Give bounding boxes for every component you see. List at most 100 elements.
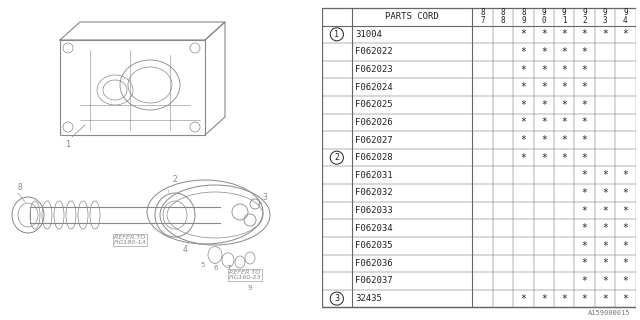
Text: *: *: [602, 223, 608, 233]
Text: *: *: [582, 205, 588, 215]
Text: *: *: [582, 258, 588, 268]
Text: *: *: [561, 47, 567, 57]
Text: *: *: [622, 170, 628, 180]
Text: *: *: [520, 29, 526, 39]
Text: F062037: F062037: [355, 276, 393, 285]
Text: *: *: [602, 258, 608, 268]
Text: *: *: [622, 258, 628, 268]
Text: *: *: [561, 135, 567, 145]
Text: 1: 1: [334, 30, 339, 39]
Text: 32435: 32435: [355, 294, 382, 303]
Text: *: *: [561, 29, 567, 39]
Text: *: *: [561, 153, 567, 163]
Text: *: *: [561, 82, 567, 92]
Text: A159000015: A159000015: [588, 310, 630, 316]
Text: 5: 5: [200, 262, 204, 268]
Bar: [60, 40, 205, 135]
Text: *: *: [520, 82, 526, 92]
Text: 9
2: 9 2: [582, 8, 587, 25]
Text: *: *: [541, 117, 547, 127]
Text: *: *: [582, 294, 588, 304]
Text: *: *: [520, 117, 526, 127]
Text: *: *: [622, 205, 628, 215]
Text: 2: 2: [334, 153, 339, 162]
Text: *: *: [602, 241, 608, 251]
Text: *: *: [520, 153, 526, 163]
Text: *: *: [582, 153, 588, 163]
Text: *: *: [561, 117, 567, 127]
Text: *: *: [582, 82, 588, 92]
Text: 2: 2: [173, 175, 177, 184]
Text: F062022: F062022: [355, 47, 393, 56]
Text: PARTS CORD: PARTS CORD: [385, 12, 439, 21]
Text: F062036: F062036: [355, 259, 393, 268]
Text: *: *: [582, 135, 588, 145]
Text: F062034: F062034: [355, 224, 393, 233]
Text: F062032: F062032: [355, 188, 393, 197]
Text: *: *: [561, 65, 567, 75]
Text: *: *: [582, 117, 588, 127]
Text: *: *: [541, 153, 547, 163]
Text: F062031: F062031: [355, 171, 393, 180]
Text: *: *: [582, 47, 588, 57]
Text: 8: 8: [18, 183, 22, 192]
Text: 8
8: 8 8: [500, 8, 506, 25]
Text: *: *: [582, 241, 588, 251]
Text: *: *: [541, 294, 547, 304]
Text: *: *: [622, 29, 628, 39]
Text: F062024: F062024: [355, 83, 393, 92]
Text: *: *: [602, 205, 608, 215]
Text: 8
9: 8 9: [521, 8, 525, 25]
Text: *: *: [602, 276, 608, 286]
Text: REFER TO
FIG180-1A: REFER TO FIG180-1A: [113, 235, 147, 245]
Text: 1: 1: [65, 140, 70, 149]
Text: *: *: [541, 65, 547, 75]
Text: F062033: F062033: [355, 206, 393, 215]
Text: *: *: [520, 135, 526, 145]
Text: 9
0: 9 0: [541, 8, 546, 25]
Text: *: *: [561, 294, 567, 304]
Text: F062023: F062023: [355, 65, 393, 74]
Text: *: *: [582, 223, 588, 233]
Text: F062025: F062025: [355, 100, 393, 109]
Text: *: *: [602, 29, 608, 39]
Text: 9
3: 9 3: [603, 8, 607, 25]
Text: *: *: [602, 294, 608, 304]
Text: *: *: [520, 47, 526, 57]
Text: *: *: [582, 170, 588, 180]
Text: 31004: 31004: [355, 30, 382, 39]
Text: *: *: [602, 188, 608, 198]
Text: *: *: [541, 100, 547, 110]
Text: 9
1: 9 1: [562, 8, 566, 25]
Text: 4: 4: [182, 245, 188, 254]
Text: *: *: [582, 100, 588, 110]
Text: *: *: [622, 223, 628, 233]
Text: 7: 7: [226, 265, 230, 271]
Text: *: *: [541, 135, 547, 145]
Text: REFER TO
FIG160-23: REFER TO FIG160-23: [228, 269, 261, 280]
Text: 8
7: 8 7: [481, 8, 485, 25]
Text: *: *: [582, 65, 588, 75]
Text: 6: 6: [213, 265, 218, 271]
Text: *: *: [582, 188, 588, 198]
Text: *: *: [541, 47, 547, 57]
Text: F062027: F062027: [355, 136, 393, 145]
Text: *: *: [561, 100, 567, 110]
Text: F062026: F062026: [355, 118, 393, 127]
Text: *: *: [520, 65, 526, 75]
Text: *: *: [622, 188, 628, 198]
Text: F062028: F062028: [355, 153, 393, 162]
Text: *: *: [541, 29, 547, 39]
Text: *: *: [602, 170, 608, 180]
Text: *: *: [582, 29, 588, 39]
Text: *: *: [582, 276, 588, 286]
Text: *: *: [520, 294, 526, 304]
Text: *: *: [520, 100, 526, 110]
Text: *: *: [541, 82, 547, 92]
Text: 9: 9: [247, 285, 252, 291]
Text: 9
4: 9 4: [623, 8, 628, 25]
Text: 3: 3: [262, 193, 268, 202]
Text: *: *: [622, 241, 628, 251]
Text: 3: 3: [334, 294, 339, 303]
Text: *: *: [622, 294, 628, 304]
